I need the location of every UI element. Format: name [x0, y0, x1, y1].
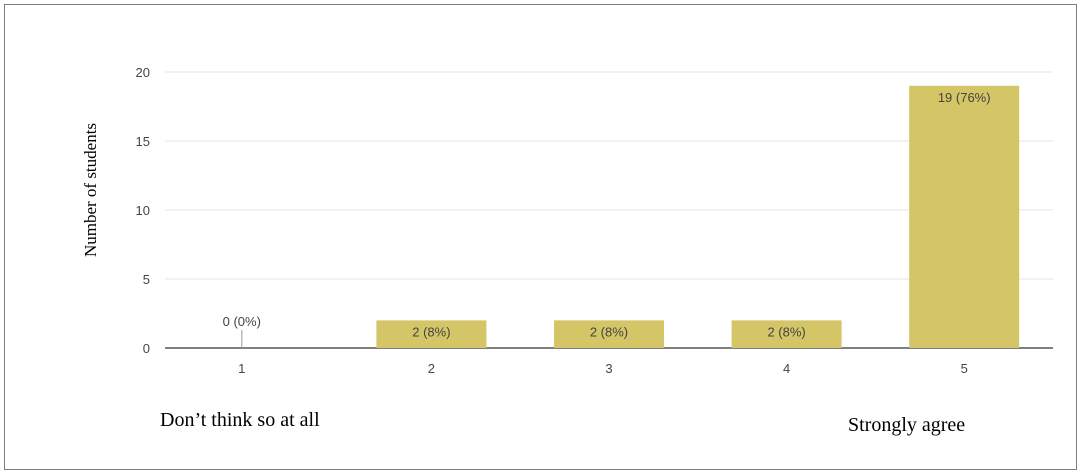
bar — [376, 320, 487, 348]
bar — [731, 320, 842, 348]
bar-data-label: 19 (76%) — [938, 90, 991, 105]
bar — [909, 85, 1020, 349]
y-tick-label: 5 — [143, 272, 150, 287]
bar-data-label: 0 (0%) — [223, 314, 261, 329]
bar-data-label: 2 (8%) — [590, 324, 628, 339]
x-tick-label: 4 — [783, 361, 790, 376]
bar-data-label: 2 (8%) — [412, 324, 450, 339]
bar-layer — [241, 85, 1020, 349]
x-tick-label: 5 — [961, 361, 968, 376]
y-axis-title: Number of students — [81, 123, 100, 257]
chart-frame — [4, 4, 1077, 470]
x-tick-label: 2 — [428, 361, 435, 376]
y-tick-label: 10 — [136, 203, 150, 218]
x-tick-label: 3 — [605, 361, 612, 376]
bar — [554, 320, 664, 348]
label-layer: 0 5 10 15 20 0 (0%) 1 2 (8%) 2 2 (8%) 3 2 (8%) 4 19 (… — [136, 65, 991, 376]
bar-data-label: 2 (8%) — [767, 324, 805, 339]
scale-low-label: Don’t think so at all — [160, 409, 320, 431]
y-tick-label: 0 — [143, 341, 150, 356]
grid-layer — [165, 71, 1053, 349]
y-tick-label: 20 — [136, 65, 150, 80]
x-tick-label: 1 — [238, 361, 245, 376]
y-tick-label: 15 — [136, 134, 150, 149]
scale-high-label: Strongly agree — [848, 414, 966, 436]
